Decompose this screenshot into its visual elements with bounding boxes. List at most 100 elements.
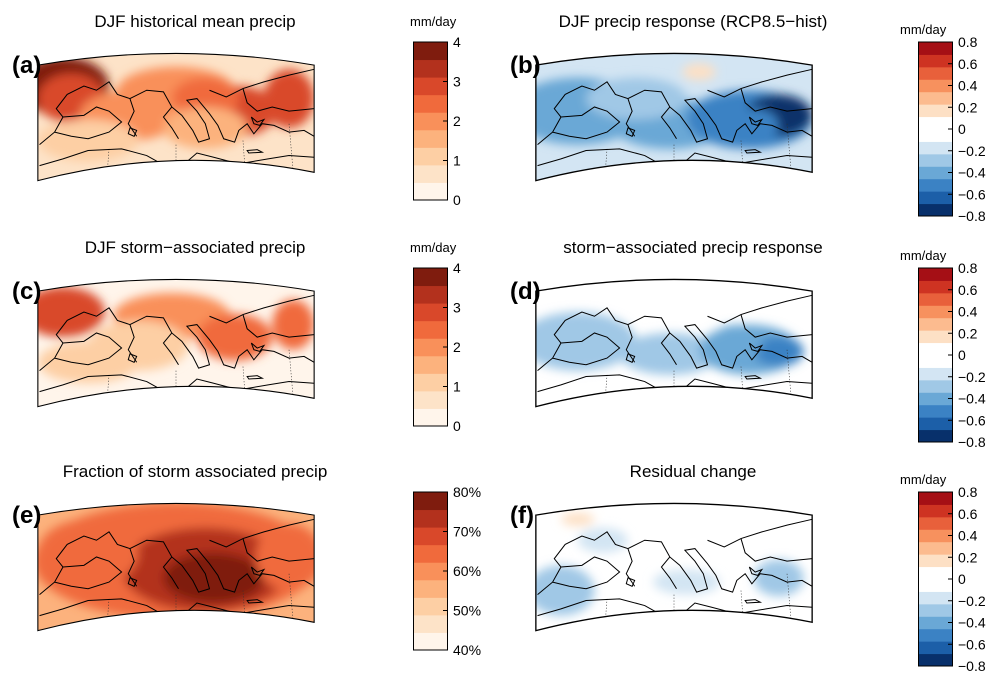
colorbar-tick-label: −0.2 (958, 593, 986, 609)
field-blob (263, 69, 315, 128)
field-blob (37, 286, 105, 338)
colorbar-tick-label: 2 (453, 113, 461, 129)
colorbar-tick-label: 0.4 (958, 528, 978, 544)
coastline (162, 556, 179, 590)
map-frame (535, 502, 813, 632)
field-blob (535, 565, 595, 616)
colorbar-tick-label: 0 (958, 571, 966, 587)
coastline (660, 332, 677, 366)
field-blob (196, 313, 273, 361)
coastline (54, 106, 123, 140)
colorbar-tick-label: 0.2 (958, 549, 978, 565)
map-frame (37, 52, 315, 182)
coastline (242, 314, 315, 338)
panel-title: storm−associated precip response (563, 238, 823, 257)
coastline (39, 307, 315, 372)
coastline (246, 375, 265, 380)
coastline (127, 548, 138, 587)
panel-b: DJF precip response (RCP8.5−hist) mm/day (… (508, 12, 987, 227)
panel-label: (d) (510, 278, 541, 305)
coastline (127, 577, 138, 587)
coastline (707, 68, 813, 98)
colorbar-tick-label: 4 (453, 260, 461, 276)
colorbar-tick-label: −0.6 (958, 412, 986, 428)
colorbar-tick-label: 1 (453, 379, 461, 395)
colorbar-tick-label: 3 (453, 74, 461, 90)
panel-label: (e) (12, 502, 42, 529)
coastline (748, 116, 764, 126)
panel-title: DJF storm−associated precip (84, 238, 306, 257)
colorbar-tick-label: −0.6 (958, 636, 986, 652)
coastline (162, 106, 179, 140)
coastline (740, 314, 813, 338)
map-frame (535, 278, 813, 408)
coastline (744, 149, 763, 154)
coastline (250, 116, 266, 126)
colorbar-tick-label: −0.4 (958, 391, 986, 407)
field-blob (753, 336, 804, 367)
colorbar: 4 3 2 1 0 (413, 260, 461, 434)
colorbar-tick-label: 0.2 (958, 325, 978, 341)
panel-label: (a) (12, 52, 42, 79)
colorbar-tick-label: 3 (453, 300, 461, 316)
coastline (246, 599, 265, 604)
coastline (39, 81, 315, 146)
field-blob (711, 324, 762, 359)
coastline (748, 566, 764, 576)
coastline (740, 538, 813, 562)
map-f (535, 502, 813, 632)
coastline (127, 324, 138, 363)
coastline (625, 324, 636, 363)
colorbar-tick-label: −0.8 (958, 434, 986, 450)
colorbar: 0.8 0.6 0.4 0.2 0 −0.2 −0.4 −0.6 −0.8 (918, 34, 986, 224)
map-c (37, 278, 315, 408)
colorbar-tick-label: 40% (453, 642, 481, 658)
field-blob (37, 119, 139, 162)
coastline (537, 81, 813, 146)
map-d (535, 278, 813, 408)
coastline (707, 518, 813, 548)
panel-f: Residual change mm/day (f) 0.8 0.6 0.4 0.2 0 −0.… (508, 462, 987, 677)
coastline (250, 342, 266, 352)
field-blob (653, 569, 721, 595)
colorbar-tick-label: 0.6 (958, 506, 978, 522)
colorbar-tick-label: 0 (958, 121, 966, 137)
coastline (537, 307, 813, 372)
coastline (748, 342, 764, 352)
coastline (54, 556, 123, 590)
panel-label: (c) (12, 278, 42, 305)
coastline (54, 332, 123, 366)
colorbar-tick-label: 0 (958, 347, 966, 363)
colorbar: 4 3 2 1 0 (413, 34, 461, 208)
colorbar-tick-label: −0.8 (958, 658, 986, 674)
coastline (162, 332, 179, 366)
colorbar-tick-label: 0.2 (958, 99, 978, 115)
colorbar: 0.8 0.6 0.4 0.2 0 −0.2 −0.4 −0.6 −0.8 (918, 484, 986, 674)
map-frame (37, 502, 315, 632)
colorbar-unit: mm/day (410, 14, 457, 29)
colorbar-unit: mm/day (900, 472, 947, 487)
panel-title: Fraction of storm associated precip (62, 462, 328, 481)
field-blob (682, 63, 716, 81)
coastline (744, 375, 763, 380)
coastline (209, 68, 315, 98)
colorbar-tick-label: 0 (453, 418, 461, 434)
colorbar-tick-label: 0.8 (958, 34, 978, 50)
colorbar-unit: mm/day (900, 22, 947, 37)
map-frame (37, 278, 315, 408)
coastline (242, 538, 315, 562)
panel-label: (b) (510, 52, 541, 79)
coastline (246, 149, 265, 154)
field-blob (255, 523, 315, 591)
colorbar-tick-label: 0.6 (958, 56, 978, 72)
coastline (537, 531, 813, 596)
colorbar-tick-label: 0.8 (958, 260, 978, 276)
panel-a: DJF historical mean precip mm/day (a) 4 3 2 1 0 (10, 12, 490, 227)
panel-title: Residual change (629, 462, 757, 481)
map-frame (535, 52, 813, 182)
coastline (127, 98, 138, 137)
coastline (39, 531, 315, 596)
field-blob (728, 108, 779, 143)
panel-label: (f) (510, 502, 534, 529)
coastline (552, 332, 621, 366)
